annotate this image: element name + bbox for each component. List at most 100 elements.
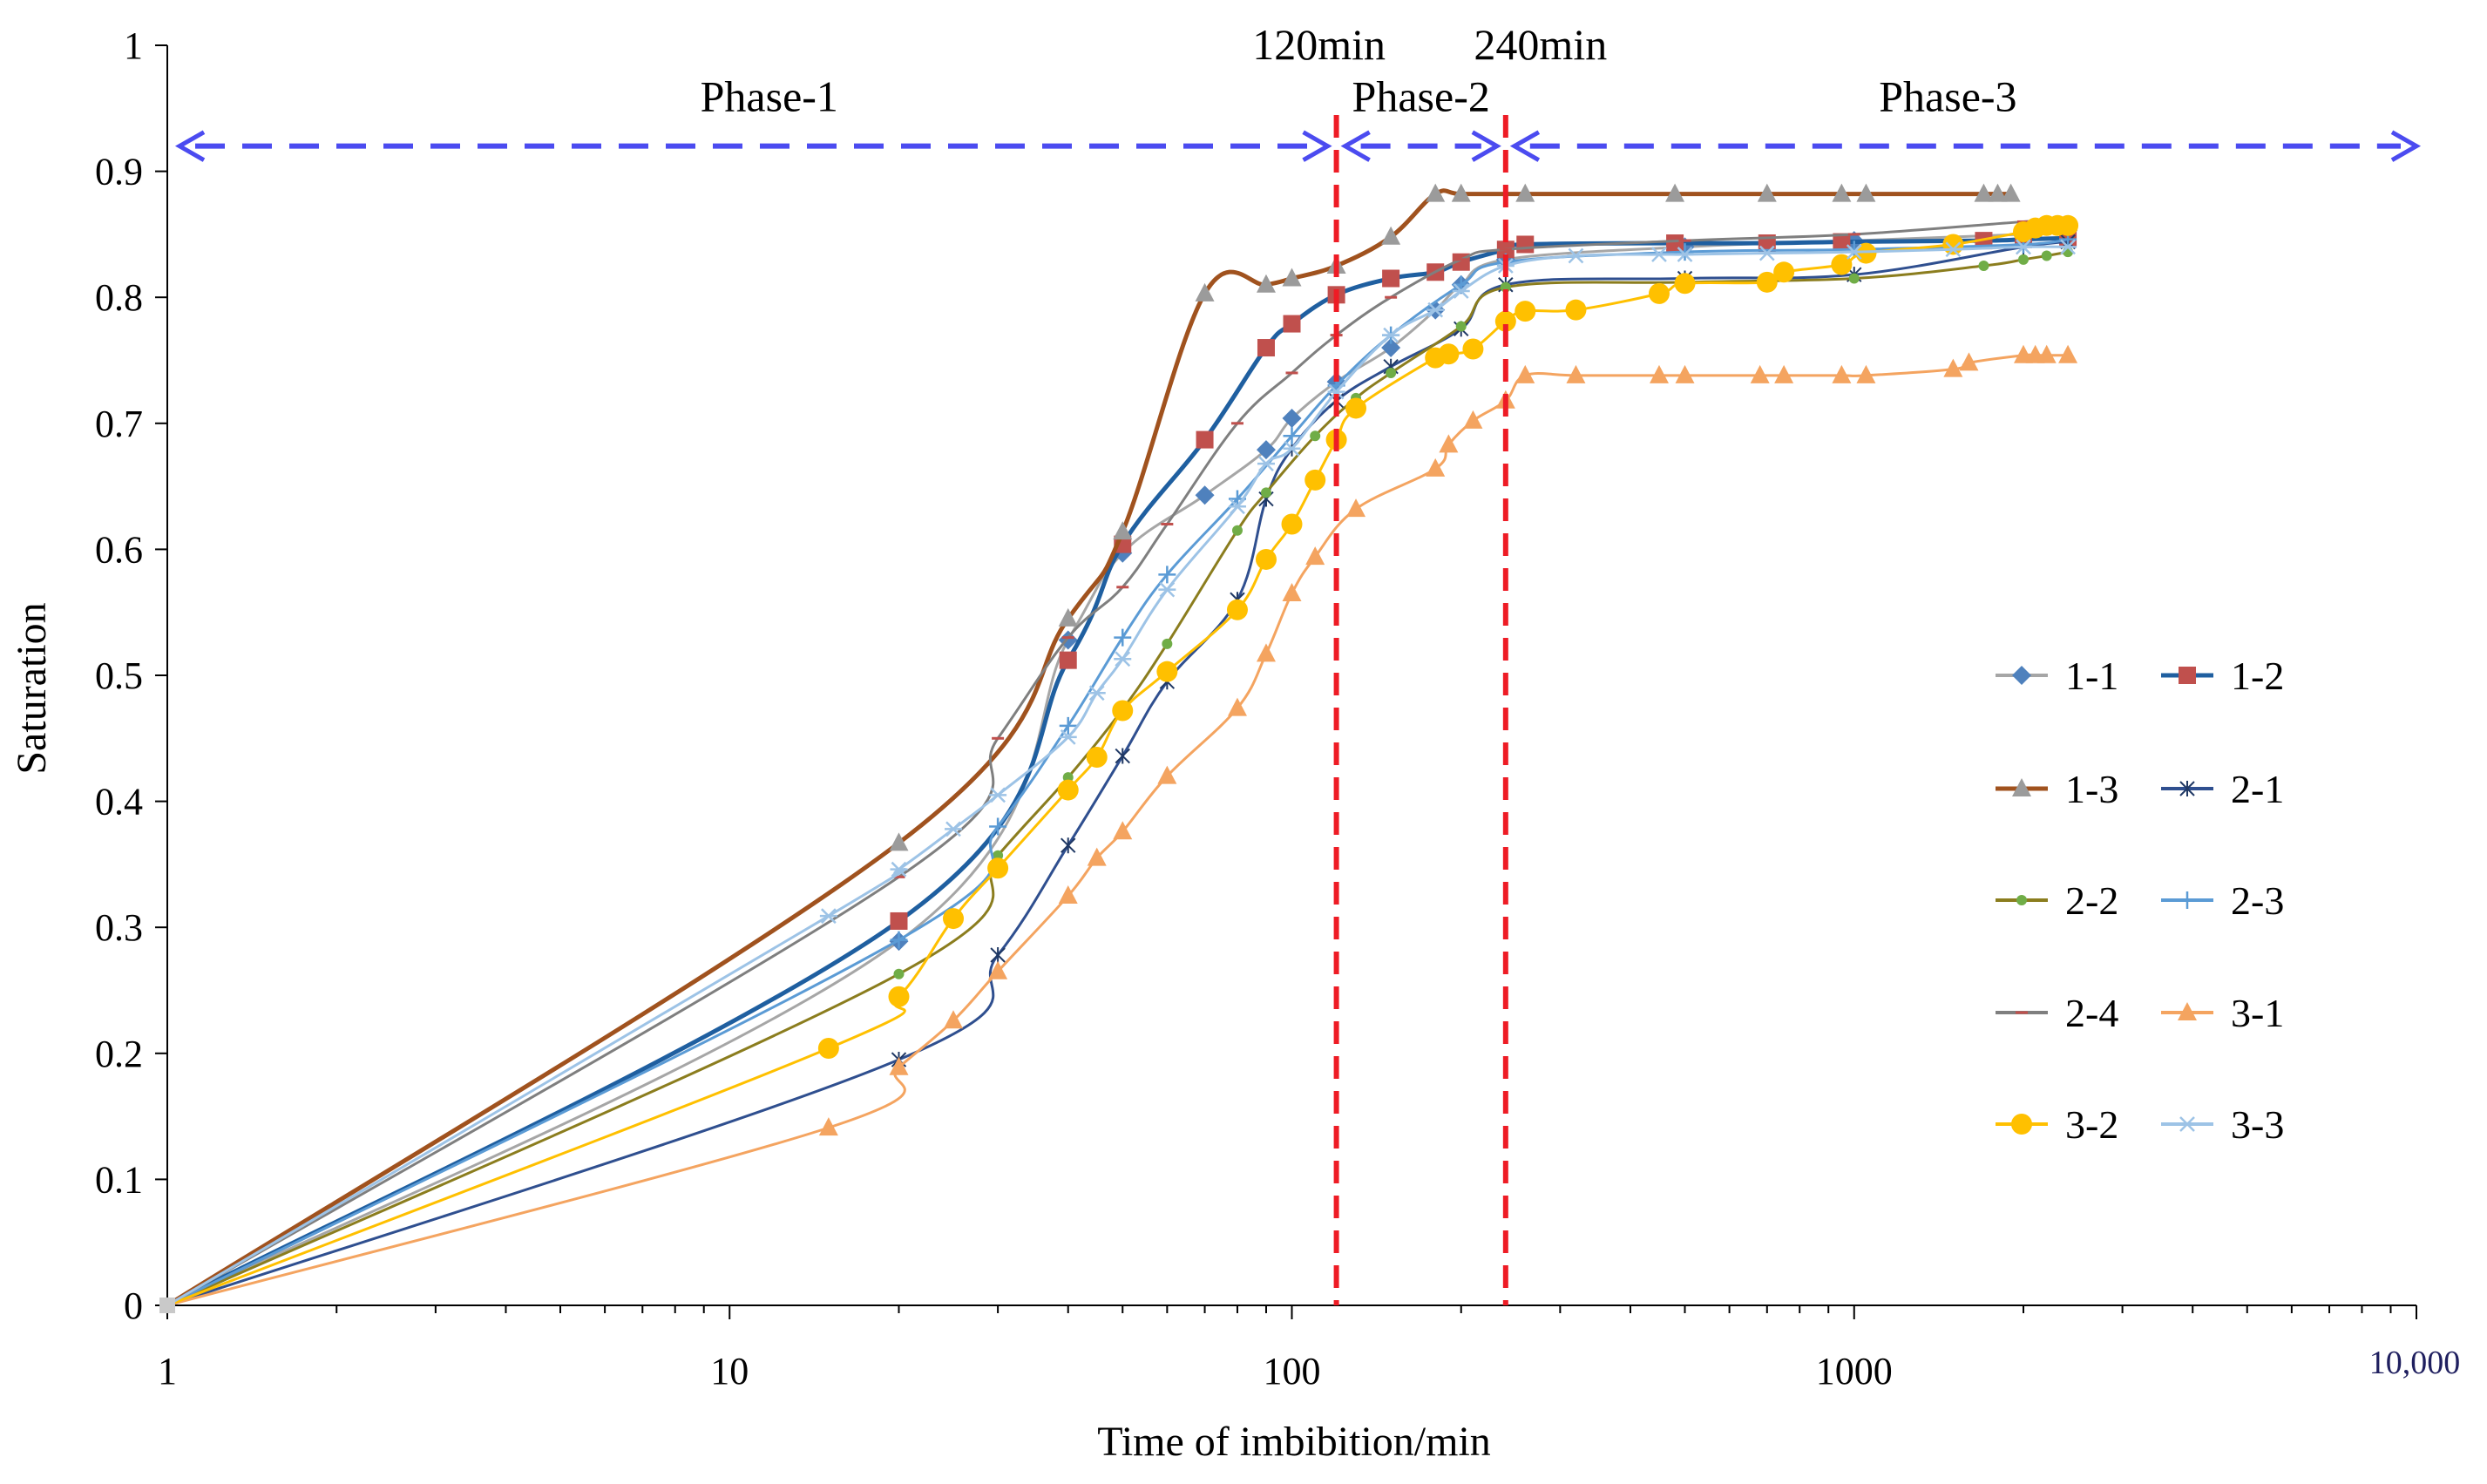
series-line-2-3 (166, 238, 2069, 1307)
data-point-1-2 (1283, 315, 1301, 333)
data-point-1-1 (1256, 440, 1276, 460)
legend-item-1-3: 1-3 (1996, 767, 2118, 811)
y-axis-title: Saturation (9, 602, 55, 774)
data-point-3-1 (1426, 457, 1446, 477)
data-point-3-2 (1462, 338, 1484, 360)
y-tick-label: 0.3 (95, 906, 143, 949)
data-point-3-1 (1305, 546, 1325, 566)
data-point-3-2 (1345, 397, 1367, 419)
data-point-3-2 (1086, 746, 1108, 768)
data-point-3-1 (1943, 358, 1963, 377)
data-point-2-2 (2041, 250, 2052, 261)
data-point-3-2 (1304, 469, 1326, 491)
data-point-3-2 (1648, 282, 1670, 304)
legend-swatch-marker (2179, 781, 2195, 796)
data-point-3-1 (818, 1117, 838, 1136)
data-point-3-1 (1750, 364, 1770, 383)
data-point-3-1 (1256, 643, 1276, 662)
data-point-3-2 (1281, 513, 1303, 535)
data-point-3-3 (1426, 302, 1445, 318)
data-point-1-2 (1257, 339, 1275, 357)
legend-swatch-marker (2178, 1002, 2197, 1020)
data-point-3-2 (1438, 343, 1460, 365)
data-point-1-3 (1113, 521, 1133, 540)
data-point-3-2 (888, 986, 910, 1007)
data-point-3-2 (1255, 548, 1277, 570)
data-point-2-2 (1978, 261, 1989, 272)
data-point-3-3 (1114, 651, 1132, 667)
data-point-3-1 (1959, 352, 1979, 371)
legend-label: 3-3 (2231, 1102, 2284, 1147)
y-tick-label: 0.8 (95, 276, 143, 319)
legend-swatch-marker (2012, 666, 2031, 685)
data-point-2-1 (1061, 837, 1076, 854)
data-point-3-3 (1650, 247, 1668, 262)
origin-marker (159, 1298, 175, 1313)
data-point-3-2 (943, 908, 965, 930)
data-point-2-2 (1260, 487, 1271, 498)
data-point-3-3 (1382, 327, 1400, 343)
series-line-2-4 (166, 218, 2069, 1307)
data-point-3-1 (1649, 364, 1669, 383)
data-point-3-1 (1157, 765, 1177, 784)
data-point-2-3 (1283, 427, 1301, 445)
series-layer (159, 183, 2079, 1313)
data-point-3-1 (1463, 410, 1483, 429)
phase-arrow-head-left (174, 130, 206, 162)
data-point-3-2 (1226, 599, 1248, 620)
x-tick-label: 1 (158, 1350, 177, 1393)
data-point-1-3 (1988, 183, 2008, 202)
legend-label: 2-2 (2065, 878, 2118, 923)
data-point-3-2 (1942, 234, 1964, 255)
series-2-3 (166, 230, 2077, 1307)
data-point-3-1 (2058, 344, 2078, 363)
y-tick-label: 0.4 (95, 781, 143, 823)
legend-item-1-2: 1-2 (2161, 654, 2284, 698)
phase-arrow-head-right (1302, 130, 1332, 162)
data-point-3-1 (889, 1056, 909, 1075)
data-point-2-2 (1455, 321, 1467, 332)
data-point-3-1 (2036, 344, 2057, 363)
data-point-1-3 (1058, 607, 1078, 627)
data-point-3-3 (1228, 498, 1246, 515)
data-point-1-3 (1282, 268, 1302, 287)
data-point-1-3 (1195, 282, 1215, 302)
vline-label-120min: 120min (1252, 20, 1386, 69)
series-3-3 (166, 239, 2077, 1307)
data-point-3-1 (1774, 364, 1794, 383)
data-point-3-1 (1058, 885, 1078, 905)
data-point-3-2 (1112, 700, 1134, 722)
data-point-3-2 (1674, 273, 1696, 295)
legend-swatch-marker (2011, 1114, 2032, 1135)
legend-item-1-1: 1-1 (1996, 654, 2118, 698)
data-point-3-2 (817, 1038, 839, 1060)
data-point-3-1 (944, 1010, 964, 1029)
data-point-1-3 (1451, 183, 1471, 202)
data-point-1-2 (890, 911, 908, 930)
data-point-2-2 (1386, 367, 1397, 378)
data-point-2-2 (1162, 638, 1173, 649)
legend-label: 1-1 (2065, 654, 2118, 698)
y-tick-label: 0.6 (95, 528, 143, 571)
data-point-3-3 (1452, 283, 1470, 299)
legend-label: 2-4 (2065, 991, 2118, 1035)
phase-label-1: Phase-1 (701, 72, 838, 121)
data-point-1-2 (1833, 233, 1851, 251)
data-point-3-3 (819, 908, 837, 925)
series-line-2-1 (166, 241, 2069, 1307)
data-point-2-2 (1310, 430, 1321, 442)
legend-item-2-2: 2-2 (1996, 878, 2118, 923)
data-point-3-1 (1227, 697, 1247, 716)
vline-label-240min: 240min (1474, 20, 1607, 69)
x-tick-label: 100 (1264, 1350, 1321, 1393)
data-point-2-3 (1158, 566, 1176, 584)
y-tick-label: 0.5 (95, 654, 143, 697)
data-point-3-1 (1675, 364, 1695, 383)
data-point-3-3 (945, 821, 963, 837)
data-point-3-3 (2014, 239, 2032, 255)
phase-overlay: Phase-1 Phase-2 Phase-3 120min 240min (174, 20, 2422, 1305)
data-point-1-3 (1426, 183, 1446, 202)
data-point-2-1 (990, 947, 1006, 964)
legend-item-3-1: 3-1 (2161, 991, 2284, 1035)
